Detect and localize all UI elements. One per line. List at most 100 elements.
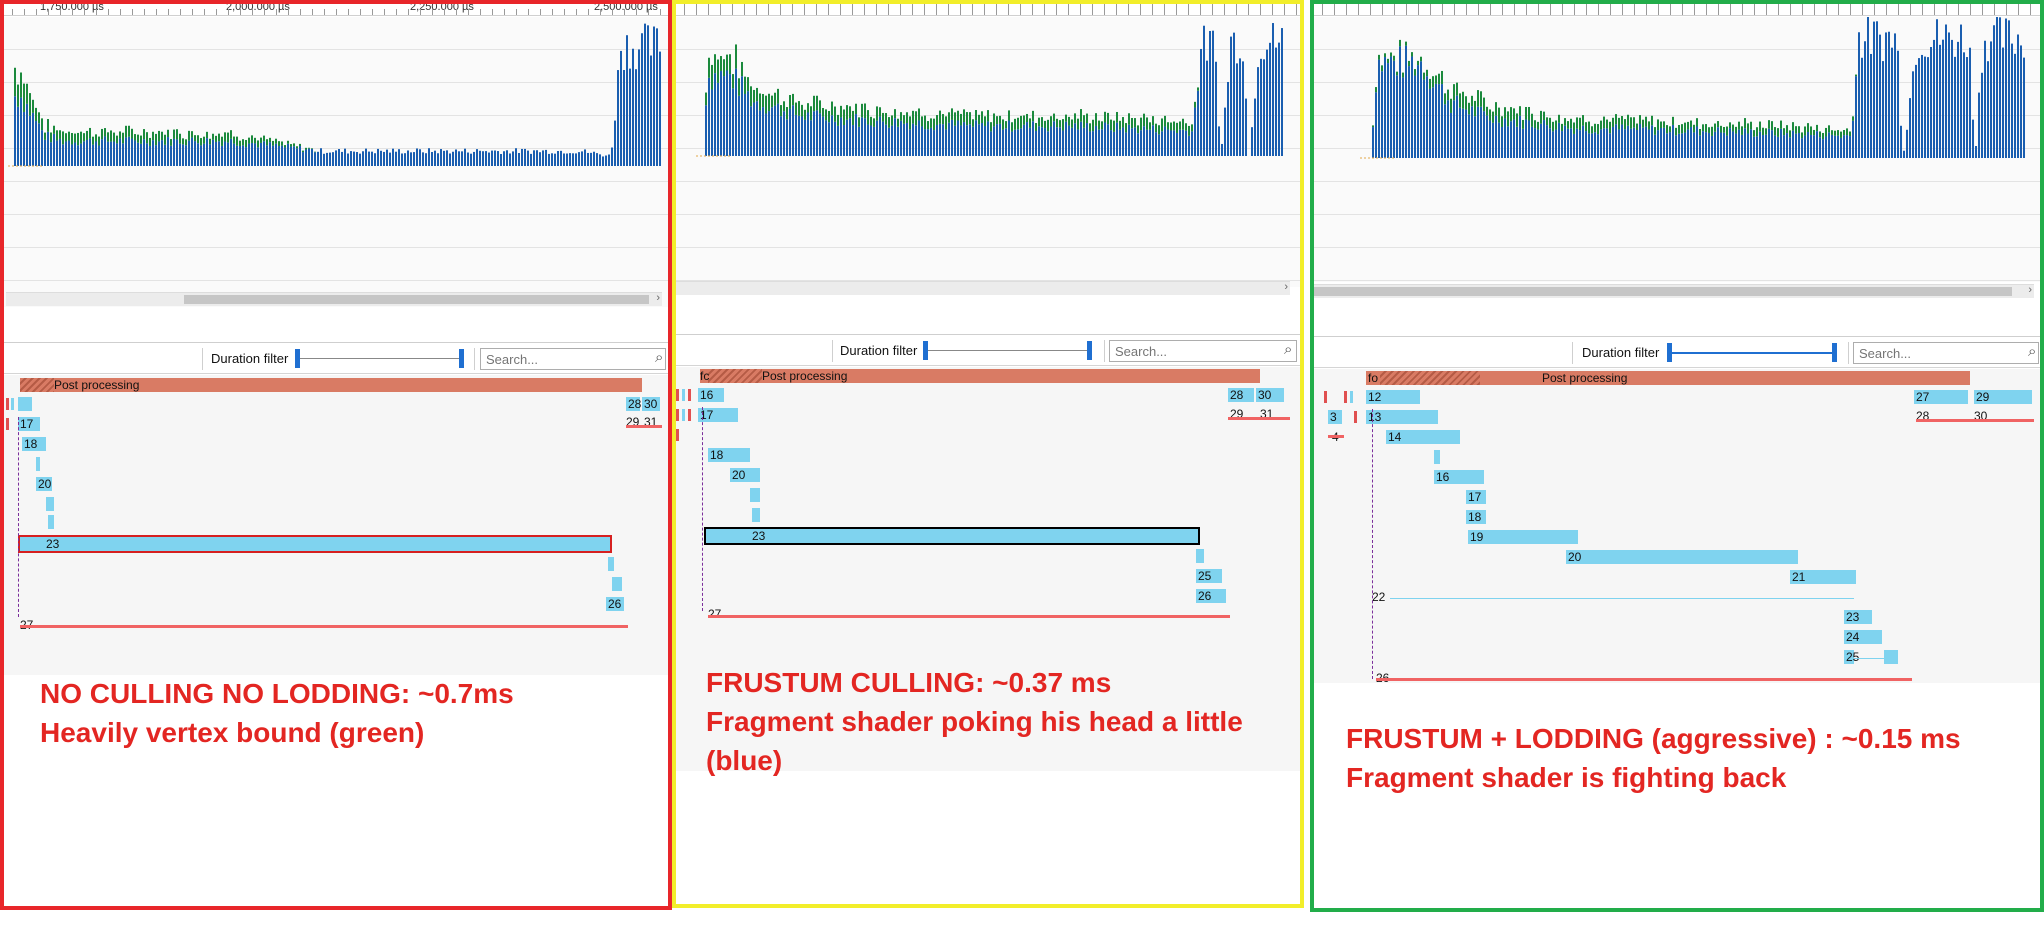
search-icon[interactable]: ⌕	[1284, 341, 1293, 358]
gpu-timeline-chart[interactable]	[1310, 17, 2044, 282]
search-input[interactable]	[1853, 342, 2039, 364]
duration-slider-min-handle[interactable]	[923, 341, 928, 360]
search-input[interactable]	[480, 348, 666, 370]
event-marker[interactable]	[676, 409, 679, 421]
event-bar[interactable]: 16	[1434, 470, 1484, 484]
event-bar[interactable]: 19	[1468, 530, 1578, 544]
event-marker[interactable]	[688, 409, 691, 421]
event-marker[interactable]	[6, 398, 9, 410]
marker-range-line[interactable]	[20, 625, 628, 628]
fragment-activity-bar	[1708, 132, 1710, 158]
marker-range-line[interactable]	[1328, 435, 1344, 438]
marker-range-line[interactable]	[708, 615, 1230, 618]
event-marker[interactable]	[1344, 391, 1347, 403]
event-bar[interactable]: 3	[1328, 410, 1342, 424]
event-marker[interactable]	[1350, 391, 1353, 403]
event-bar[interactable]: 20	[36, 477, 52, 491]
event-marker[interactable]	[1324, 391, 1327, 403]
scroll-right-icon[interactable]: ›	[2028, 284, 2032, 296]
event-bar[interactable]	[1434, 450, 1440, 464]
scroll-right-icon[interactable]: ›	[1284, 281, 1288, 293]
event-bar[interactable]: 30	[1256, 388, 1284, 402]
event-bar[interactable]: 18	[1466, 510, 1486, 524]
event-bar[interactable]: 20	[730, 468, 760, 482]
event-bar-thin[interactable]	[1854, 658, 1884, 659]
event-bar[interactable]: 24	[1844, 630, 1882, 644]
event-bar[interactable]: 18	[708, 448, 750, 462]
event-bar[interactable]: 17	[1466, 490, 1486, 504]
event-bar[interactable]: 26	[1196, 589, 1226, 603]
event-bar[interactable]: 30	[642, 397, 660, 411]
event-bar[interactable]	[18, 397, 32, 411]
fragment-activity-bar	[98, 145, 100, 166]
gpu-timeline-chart[interactable]	[0, 17, 672, 307]
event-marker[interactable]	[688, 389, 691, 401]
duration-slider-track[interactable]	[1670, 352, 1836, 354]
vertex-activity-bar	[798, 101, 800, 116]
gpu-timeline-chart[interactable]	[672, 17, 1304, 287]
post-processing-event[interactable]: fc Post processing	[700, 369, 1260, 383]
fragment-activity-bar	[512, 151, 514, 166]
search-input[interactable]	[1109, 340, 1297, 362]
scrollbar-thumb[interactable]	[1312, 287, 2012, 296]
scroll-right-icon[interactable]: ›	[656, 292, 660, 304]
event-bar[interactable]: 28	[626, 397, 641, 411]
event-bar[interactable]: 17	[18, 417, 40, 431]
event-bar[interactable]: 14	[1386, 430, 1460, 444]
vertex-activity-bar	[837, 114, 839, 126]
event-bar[interactable]	[752, 508, 760, 522]
event-bar[interactable]: 25	[1196, 569, 1222, 583]
event-marker[interactable]	[6, 418, 9, 430]
event-bar[interactable]: 18	[22, 437, 46, 451]
event-bar[interactable]: 20	[1566, 550, 1798, 564]
event-bar-thin[interactable]	[1390, 598, 1854, 599]
event-bar[interactable]: 26	[606, 597, 624, 611]
post-processing-event[interactable]: fo Post processing	[1366, 371, 1970, 385]
event-marker[interactable]	[682, 389, 685, 401]
event-bar-selected[interactable]: 23	[18, 535, 612, 553]
timeline-scrollbar[interactable]: ›	[6, 292, 662, 306]
event-bar[interactable]: 17	[698, 408, 738, 422]
search-icon[interactable]: ⌕	[2028, 343, 2037, 360]
timeline-scrollbar[interactable]: ›	[1312, 284, 2034, 298]
event-bar[interactable]: 13	[1366, 410, 1438, 424]
event-bar[interactable]: 28	[1228, 388, 1254, 402]
duration-slider-max-handle[interactable]	[1087, 341, 1092, 360]
event-bar[interactable]	[1196, 549, 1204, 563]
marker-range-line[interactable]	[1376, 678, 1912, 681]
timeline-scrollbar[interactable]: ›	[676, 281, 1290, 295]
event-bar[interactable]: 16	[698, 388, 724, 402]
duration-slider-track[interactable]	[299, 358, 464, 359]
duration-slider-track[interactable]	[926, 350, 1091, 351]
event-bar[interactable]	[612, 577, 622, 591]
search-icon[interactable]: ⌕	[655, 349, 664, 366]
event-marker[interactable]	[676, 389, 679, 401]
event-bar[interactable]	[36, 457, 40, 471]
event-bar[interactable]	[46, 497, 54, 511]
marker-range-line[interactable]	[1228, 417, 1290, 420]
event-bar[interactable]	[608, 557, 614, 571]
event-marker[interactable]	[682, 409, 685, 421]
event-bar[interactable]: 12	[1366, 390, 1420, 404]
event-bar[interactable]	[48, 515, 54, 529]
marker-range-line[interactable]	[1916, 419, 2034, 422]
event-bar[interactable]: 23	[1844, 610, 1872, 624]
event-bar[interactable]: 29	[1974, 390, 2032, 404]
event-bar[interactable]	[750, 488, 760, 502]
event-marker[interactable]	[1354, 411, 1357, 423]
post-processing-event[interactable]: Post processing	[20, 378, 642, 392]
event-marker[interactable]	[11, 398, 14, 410]
duration-slider-min-handle[interactable]	[295, 349, 300, 368]
marker-range-line[interactable]	[626, 425, 662, 428]
event-bar[interactable]	[1884, 650, 1898, 664]
event-bar[interactable]: 25	[1844, 650, 1859, 664]
event-marker[interactable]	[676, 429, 679, 441]
scrollbar-thumb[interactable]	[184, 295, 649, 304]
duration-slider-max-handle[interactable]	[459, 349, 464, 368]
duration-slider-min-handle[interactable]	[1667, 343, 1672, 362]
event-bar[interactable]: 27	[1914, 390, 1968, 404]
event-bar[interactable]: 21	[1790, 570, 1856, 584]
event-bar-selected[interactable]: 23	[704, 527, 1200, 545]
fragment-activity-bar	[981, 122, 983, 156]
duration-slider-max-handle[interactable]	[1832, 343, 1837, 362]
